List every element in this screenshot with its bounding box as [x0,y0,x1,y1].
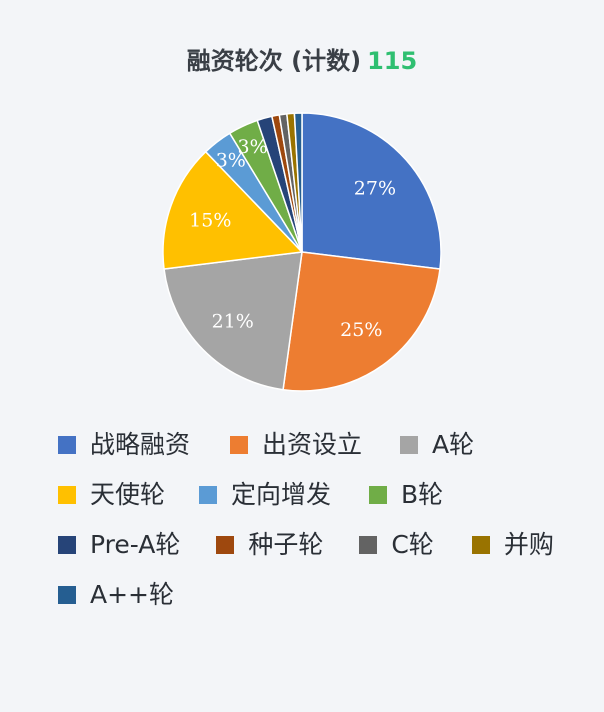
legend-swatch [471,536,490,554]
pie-data-label: 3% [216,149,246,171]
legend-row: 战略融资 出资设立 A轮 [58,420,578,470]
legend-swatch [58,486,76,504]
chart-total-count: 115 [367,47,418,75]
legend-row: 天使轮 定向增发 B轮 [58,470,578,520]
legend-swatch [58,586,76,604]
pie-slice-4 [162,150,304,270]
legend-label: 战略融资 [90,430,191,459]
pie-chart: 27% 25% 21% 15% 3%3% [162,112,442,392]
legend-swatch [216,536,235,554]
legend-label: C轮 [391,530,434,559]
pie-data-label: 21% [212,310,254,332]
legend-item: B轮 [369,480,443,510]
chart-title: 融资轮次 (计数) 115 [0,44,604,78]
legend-item: 种子轮 [216,530,323,560]
legend-item: 战略融资 [58,430,190,460]
legend-swatch [230,436,249,454]
legend-label: B轮 [401,480,444,509]
legend-label: 并购 [503,530,554,559]
pie-slices [162,112,442,392]
legend-swatch [58,436,76,454]
pie-data-label: 27% [354,178,396,200]
legend-item: 定向增发 [199,480,331,510]
chart-legend: 战略融资 出资设立 A轮天使轮 定向增发 B轮 Pre-A轮 种子轮 C轮 并购 A++轮 [58,420,578,620]
legend-label: A轮 [432,430,475,459]
legend-item: 出资设立 [230,430,362,460]
legend-swatch [369,486,388,504]
legend-item: C轮 [359,530,434,560]
pie-slice-3 [163,251,303,391]
legend-item: Pre-A轮 [58,530,180,560]
legend-item: A轮 [400,430,474,460]
pie-slice-11 [293,112,303,253]
legend-swatch [199,486,218,504]
pie-labels: 27% 25% 21% 15% 3%3% [189,136,396,341]
legend-item: 并购 [471,530,554,560]
legend-row: A++轮 [58,570,578,620]
legend-item: A++轮 [58,580,174,610]
legend-label: A++轮 [90,580,174,609]
legend-swatch [400,436,419,454]
legend-row: Pre-A轮 种子轮 C轮 并购 [58,520,578,570]
legend-swatch [359,536,378,554]
legend-label: 种子轮 [248,530,324,559]
legend-item: 天使轮 [58,480,165,510]
chart-title-text: 融资轮次 (计数) [186,47,362,75]
legend-swatch [58,536,76,554]
pie-data-label: 3% [238,136,268,158]
legend-label: 出资设立 [262,430,363,459]
pie-slice-2 [282,251,441,392]
legend-label: Pre-A轮 [90,530,181,559]
legend-label: 定向增发 [231,480,332,509]
pie-slice-1 [301,112,442,270]
legend-label: 天使轮 [90,480,166,509]
pie-data-label: 15% [189,209,231,231]
pie-data-label: 25% [340,319,382,341]
